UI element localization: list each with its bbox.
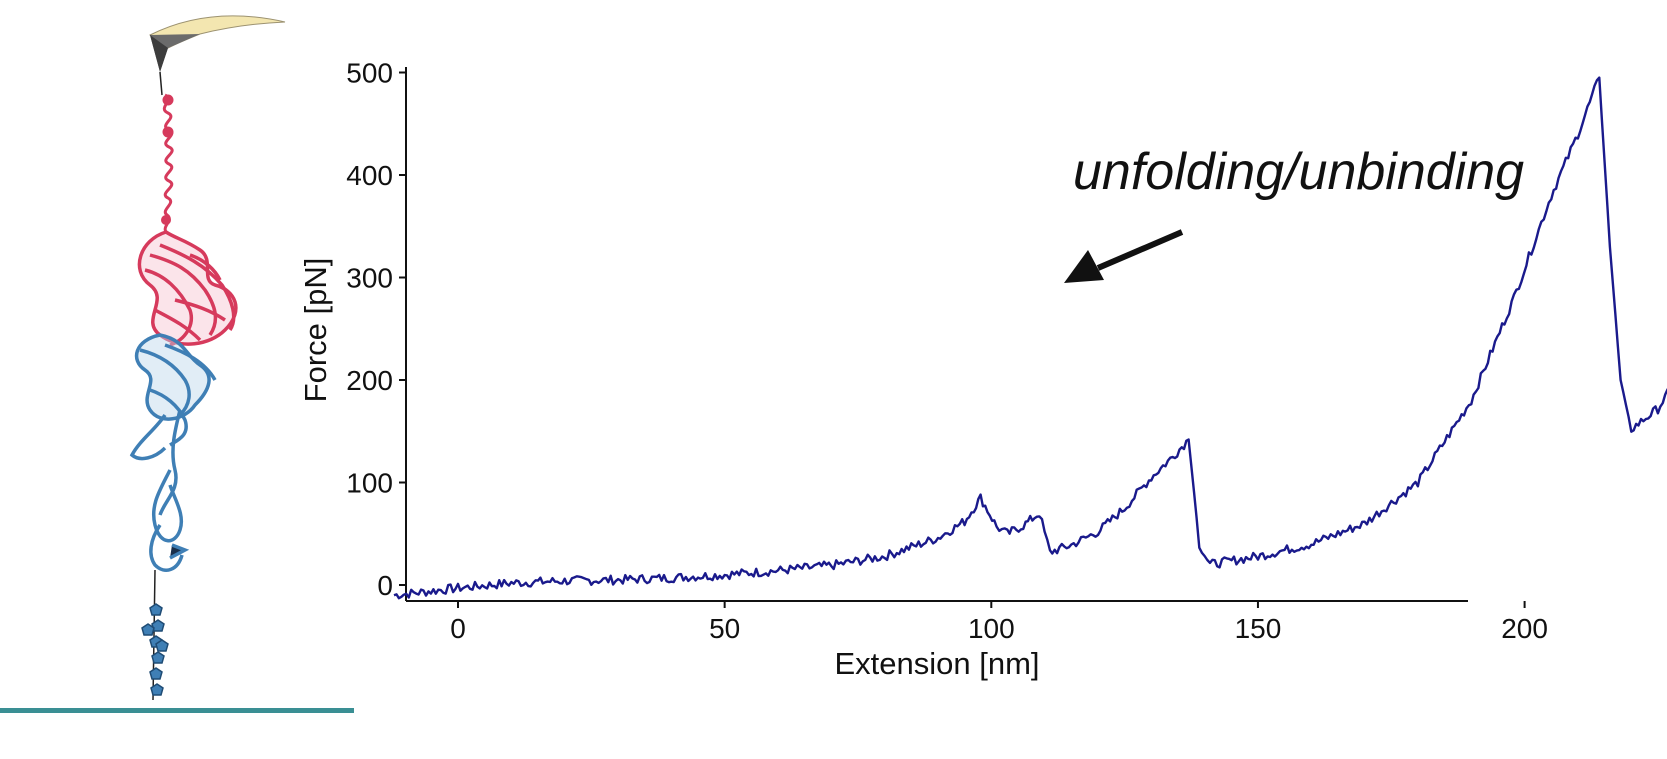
x-axis-ticks: 050100150200250300350	[450, 601, 1548, 644]
x-tick-label: 50	[709, 613, 740, 644]
annotation-label: unfolding/unbinding	[1073, 143, 1524, 201]
y-tick-label: 500	[346, 58, 393, 89]
x-tick-label: 100	[968, 613, 1015, 644]
y-axis-title: Force [pN]	[298, 258, 333, 403]
y-tick-label: 300	[346, 263, 393, 294]
helical-linker-icon	[161, 93, 174, 233]
y-tick-label: 400	[346, 160, 393, 191]
annotation-arrowhead-icon	[1064, 250, 1104, 283]
y-tick-label: 0	[377, 570, 393, 601]
surface-icon	[0, 708, 354, 713]
x-tick-label: 200	[1501, 613, 1548, 644]
annotation-arrow-shaft	[1096, 229, 1184, 271]
annotation: unfolding/unbinding	[1064, 143, 1524, 283]
red-protein-domain-icon	[137, 230, 238, 347]
x-axis-title: Extension [nm]	[834, 646, 1039, 681]
x-tick-label: 150	[1235, 613, 1282, 644]
y-tick-label: 100	[346, 468, 393, 499]
glycan-chain-icon	[141, 569, 169, 701]
force-curve-line	[393, 76, 1667, 600]
y-axis-ticks: 0 100 200 300 400 500	[346, 58, 406, 601]
blue-protein-domain-icon	[129, 333, 217, 572]
molecule-illustration	[0, 15, 354, 713]
x-tick-label: 0	[450, 613, 466, 644]
y-tick-label: 200	[346, 365, 393, 396]
